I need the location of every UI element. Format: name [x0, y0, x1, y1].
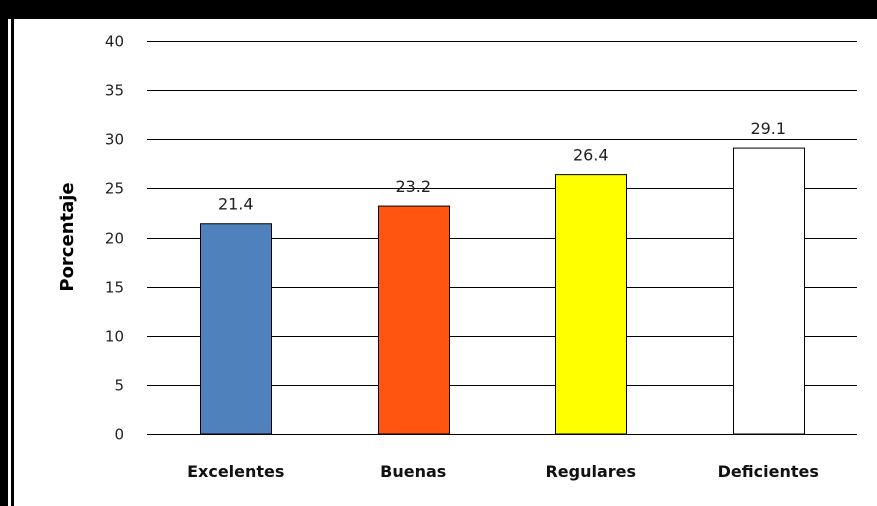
- x-tick-label: Deficientes: [718, 462, 819, 481]
- x-tick-label: Buenas: [380, 462, 446, 481]
- bar-excelentes: [200, 223, 272, 435]
- y-tick-label: 10: [105, 328, 124, 346]
- data-label: 26.4: [573, 146, 609, 165]
- bar-regulares: [555, 174, 627, 435]
- frame-top-border: [0, 0, 877, 19]
- y-tick-label: 35: [105, 82, 124, 100]
- y-axis-title: Porcentaje: [57, 182, 78, 291]
- x-tick-label: Excelentes: [187, 462, 284, 481]
- labels: 0 5 10 15 20 25 30 35 40 21.4 Excelentes 23.2 Buenas…: [105, 33, 819, 482]
- frame-left-border: [0, 0, 8, 506]
- y-tick-label: 20: [105, 230, 124, 248]
- data-label: 29.1: [750, 119, 786, 138]
- bar-buenas: [378, 205, 450, 435]
- y-tick-label: 40: [105, 33, 124, 51]
- bar-deficientes: [733, 147, 805, 435]
- data-label: 23.2: [395, 177, 431, 196]
- y-tick-label: 5: [114, 377, 124, 395]
- bars: [200, 147, 805, 435]
- frame-left-inner-border: [11, 19, 14, 506]
- y-tick-label: 0: [114, 426, 124, 444]
- x-tick-label: Regulares: [545, 462, 636, 481]
- y-tick-label: 25: [105, 180, 124, 198]
- data-label: 21.4: [218, 195, 254, 214]
- y-tick-label: 30: [105, 131, 124, 149]
- y-tick-label: 15: [105, 279, 124, 297]
